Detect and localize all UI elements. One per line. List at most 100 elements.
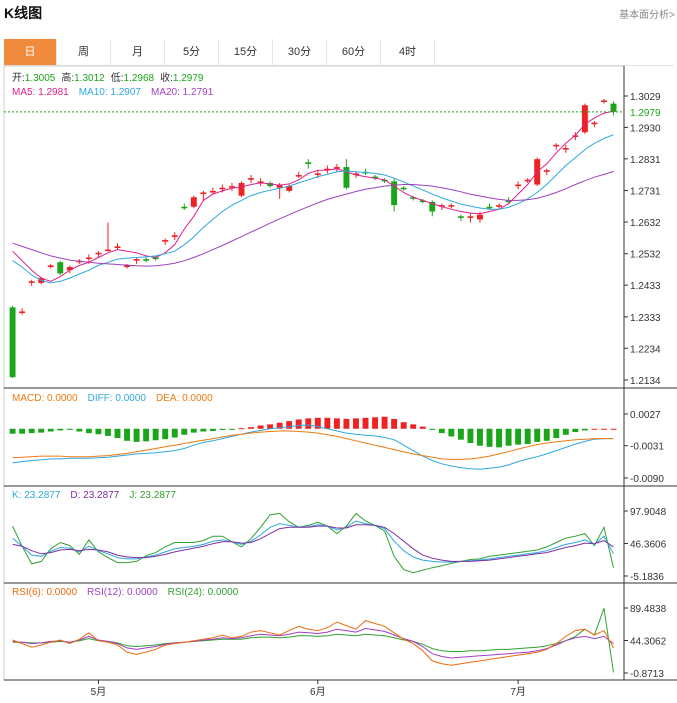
macd-bar — [38, 428, 45, 433]
tab-4[interactable]: 5分 — [165, 39, 219, 65]
macd-bar — [114, 428, 121, 439]
macd-bar — [591, 428, 598, 430]
candle-body — [524, 179, 531, 182]
candle-body — [124, 265, 131, 268]
kdj-legend-2: D: 23.2877 — [70, 490, 119, 501]
candle-body — [515, 184, 522, 187]
rsi-tick-label: 44.3062 — [630, 637, 667, 648]
kdj-legend-1: K: 23.2877 — [12, 490, 61, 501]
tab-6[interactable]: 30分 — [273, 39, 327, 65]
price-tick-label: 1.2532 — [630, 250, 661, 261]
tab-3[interactable]: 月 — [111, 39, 165, 65]
macd-bar — [438, 428, 445, 434]
price-tick-label: 1.2433 — [630, 281, 661, 292]
candle-body — [248, 178, 255, 180]
macd-bar — [9, 428, 16, 434]
macd-bar — [57, 428, 64, 431]
macd-bar — [124, 428, 131, 441]
candle-body — [190, 197, 197, 207]
ma10-line — [12, 134, 614, 284]
macd-bar — [391, 418, 398, 429]
candle-body — [143, 259, 150, 261]
macd-bar — [85, 428, 92, 434]
macd-bar — [76, 428, 83, 432]
macd-bar — [381, 416, 388, 429]
macd-bar — [28, 428, 35, 434]
price-tick-label: 1.2333 — [630, 313, 661, 324]
macd-tick-label: 0.0027 — [630, 410, 661, 421]
macd-bar — [143, 428, 150, 442]
candle-body — [95, 252, 102, 255]
macd-bar — [314, 417, 321, 429]
last-price-box — [625, 104, 671, 119]
candle-body — [238, 182, 245, 196]
macd-bar — [229, 428, 235, 430]
macd-bar — [267, 424, 274, 429]
tab-7[interactable]: 60分 — [327, 39, 381, 65]
candle-body — [162, 240, 169, 242]
price-tick-label: 1.2930 — [630, 123, 661, 134]
macd-tick-label: -0.0031 — [630, 442, 664, 453]
candle-body — [505, 200, 512, 202]
rsi-legend-2: RSI(12): 0.0000 — [87, 587, 158, 598]
macd-bar — [324, 417, 331, 429]
candle-body — [219, 187, 226, 190]
ohlc-value: 1.2968 — [124, 73, 155, 84]
candle-body — [467, 216, 474, 218]
macd-bar — [95, 428, 102, 435]
candle-body — [152, 257, 159, 260]
kdj-tick-label: 46.3606 — [630, 540, 667, 551]
candle-body — [66, 267, 73, 271]
macd-bar — [343, 418, 350, 429]
candle-body — [181, 206, 188, 209]
macd-bar — [534, 428, 541, 442]
candle-body — [400, 187, 407, 190]
price-tick-label: 1.3029 — [630, 92, 661, 103]
macd-bar — [410, 424, 417, 429]
tab-5[interactable]: 15分 — [219, 39, 273, 65]
macd-bar — [496, 428, 503, 448]
diff-line — [12, 424, 614, 470]
macd-bar — [295, 419, 302, 429]
ohlc-value: 1.3012 — [74, 73, 105, 84]
candle-body — [610, 103, 617, 112]
macd-bar — [257, 425, 264, 429]
x-tick-label: 7月 — [510, 686, 526, 698]
tab-8[interactable]: 4时 — [381, 39, 435, 65]
candle-body — [381, 179, 388, 182]
candle-body — [477, 214, 483, 220]
ma-legend-1: MA5: 1.2981 — [12, 87, 69, 98]
candle-body — [448, 205, 455, 207]
candle-body — [438, 205, 445, 207]
candle-body — [105, 249, 111, 252]
ohlc-value: 1.2979 — [173, 73, 204, 84]
macd-bar — [333, 418, 340, 429]
macd-bar — [419, 426, 426, 429]
kdj-tick-label: -5.1836 — [630, 572, 664, 583]
rsi-tick-label: -0.8713 — [630, 669, 664, 680]
page-title: K线图 — [4, 5, 43, 21]
kdj-tick-label: 97.9048 — [630, 507, 667, 518]
macd-bar — [553, 428, 560, 439]
candle-body — [591, 122, 598, 125]
macd-bar — [543, 428, 550, 441]
price-tick-label: 1.2234 — [630, 344, 661, 355]
ma5-line — [12, 110, 614, 282]
macd-bar — [200, 428, 207, 432]
macd-bar — [515, 428, 522, 445]
macd-bar — [486, 428, 493, 447]
ma-legend-2: MA10: 1.2907 — [79, 87, 142, 98]
candle-body — [114, 246, 121, 248]
macd-bar — [477, 428, 483, 446]
macd-legend-1: MACD: 0.0000 — [12, 393, 78, 404]
candle-body — [276, 184, 283, 188]
ohlc-value: 1.3005 — [25, 73, 56, 84]
fundamental-analysis-link[interactable]: 基本面分析> — [619, 10, 675, 21]
macd-bar — [362, 417, 369, 429]
macd-bar — [248, 427, 255, 429]
candle-body — [543, 170, 550, 172]
rsi-tick-label: 89.4838 — [630, 604, 667, 615]
macd-bar — [467, 428, 474, 443]
tab-2[interactable]: 周 — [57, 39, 111, 65]
tab-1[interactable]: 日 — [4, 39, 57, 65]
